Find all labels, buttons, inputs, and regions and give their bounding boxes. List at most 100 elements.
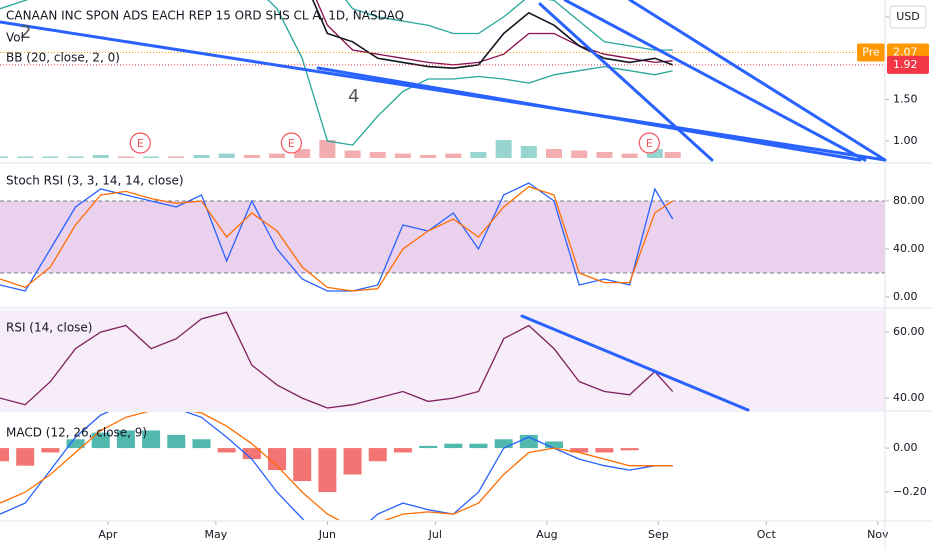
volume-bar bbox=[420, 155, 437, 158]
pane bbox=[0, 0, 681, 158]
volume-bar bbox=[520, 146, 537, 158]
y-tick-label: 60.00 bbox=[893, 325, 925, 338]
volume-bar bbox=[646, 149, 663, 158]
histogram-bar bbox=[494, 439, 513, 449]
volume-legend: Vol bbox=[6, 31, 24, 45]
pre-label: Pre bbox=[862, 46, 880, 59]
histogram-bar bbox=[620, 448, 639, 451]
histogram-bar bbox=[167, 434, 186, 449]
volume-bar bbox=[269, 153, 286, 158]
volume-bar bbox=[470, 152, 487, 158]
volume-bar bbox=[67, 156, 84, 158]
volume-bar bbox=[17, 156, 34, 158]
y-tick-label: 80.00 bbox=[893, 194, 925, 207]
series-line bbox=[0, 412, 673, 520]
volume-bar bbox=[596, 152, 613, 158]
volume-bar bbox=[546, 149, 563, 158]
y-tick-label: 0.00 bbox=[893, 290, 918, 303]
y-tick-label: −0.20 bbox=[893, 485, 927, 498]
series-line bbox=[0, 185, 674, 292]
chart-title: CANAAN INC SPON ADS EACH REP 15 ORD SHS … bbox=[6, 9, 404, 23]
x-tick-label: May bbox=[204, 528, 227, 541]
pane bbox=[0, 412, 673, 520]
volume-bar bbox=[193, 155, 210, 158]
histogram-bar bbox=[393, 448, 412, 453]
x-tick-label: Oct bbox=[757, 528, 777, 541]
series-line bbox=[345, 0, 673, 51]
histogram-bar bbox=[545, 441, 564, 449]
volume-bar bbox=[0, 156, 8, 158]
series-line bbox=[311, 0, 673, 70]
earnings-marker bbox=[129, 132, 151, 154]
earnings-label: E bbox=[137, 137, 144, 150]
histogram-bar bbox=[116, 430, 135, 449]
y-tick-label: 1.50 bbox=[893, 93, 918, 106]
volume-bar bbox=[218, 153, 235, 158]
volume-bar bbox=[294, 149, 311, 158]
volume-bar bbox=[445, 153, 462, 158]
band bbox=[0, 200, 885, 273]
pre-tag bbox=[857, 43, 885, 62]
trendline bbox=[0, 20, 887, 162]
volume-bar bbox=[621, 153, 638, 158]
trendlines bbox=[0, 0, 887, 412]
histogram-bar bbox=[16, 448, 35, 466]
histogram-bar bbox=[242, 448, 261, 460]
volume-bar bbox=[92, 155, 109, 158]
trendline bbox=[520, 314, 750, 412]
trendline bbox=[628, 0, 887, 162]
volume-bar bbox=[495, 140, 512, 158]
indicator-legend: RSI (14, close) bbox=[6, 321, 92, 335]
volume-bar bbox=[571, 150, 588, 158]
trendline bbox=[316, 66, 862, 162]
x-tick-label: Nov bbox=[867, 528, 889, 541]
histogram-bar bbox=[419, 445, 438, 449]
earnings-label: E bbox=[288, 137, 295, 150]
histogram-bar bbox=[217, 448, 236, 453]
volume-bar bbox=[664, 152, 681, 158]
y-tick-label: 40.00 bbox=[893, 242, 925, 255]
y-tick-label: 1.00 bbox=[893, 134, 918, 147]
histogram-bar bbox=[192, 439, 211, 449]
x-tick-label: Apr bbox=[98, 528, 118, 541]
histogram-bar bbox=[142, 430, 161, 449]
histogram-bar bbox=[91, 432, 110, 449]
earnings-label: E bbox=[646, 137, 653, 150]
histogram-bar bbox=[0, 448, 9, 462]
currency[interactable]: USD bbox=[896, 10, 920, 23]
indicator-legend: MACD (12, 26, close, 9) bbox=[6, 426, 147, 440]
trendline bbox=[538, 2, 714, 162]
histogram-bar bbox=[368, 448, 387, 462]
volume-bar bbox=[344, 150, 361, 158]
series-line bbox=[0, 311, 674, 409]
histogram-bar bbox=[318, 448, 337, 493]
volume-bar bbox=[168, 156, 185, 158]
histogram-bar bbox=[469, 443, 488, 449]
price-value: 2.07 bbox=[893, 46, 918, 59]
currency-box[interactable] bbox=[889, 5, 927, 29]
y-tick-label: 40.00 bbox=[893, 391, 925, 404]
histogram-bar bbox=[41, 448, 60, 453]
pane bbox=[0, 182, 885, 292]
histogram-bar bbox=[293, 448, 312, 482]
series-line bbox=[0, 412, 673, 520]
trendline bbox=[563, 0, 867, 162]
series-line bbox=[0, 0, 673, 146]
indicator-legend: Stoch RSI (3, 3, 14, 14, close) bbox=[6, 174, 184, 188]
series-line bbox=[0, 182, 674, 292]
histogram-bar bbox=[444, 443, 463, 449]
y-tick-label: 0.00 bbox=[893, 441, 918, 454]
price-value: 1.92 bbox=[893, 58, 918, 71]
x-tick-label: Sep bbox=[648, 528, 669, 541]
volume-bar bbox=[319, 140, 336, 158]
price-tag bbox=[887, 55, 929, 74]
volume-bar bbox=[369, 152, 386, 158]
histogram-bar bbox=[343, 448, 362, 475]
indicator-legend: BB (20, close, 2, 0) bbox=[6, 51, 120, 65]
x-tick-label: Jul bbox=[428, 528, 442, 541]
drawing-label: 4 bbox=[348, 86, 359, 107]
x-tick-label: Aug bbox=[536, 528, 557, 541]
